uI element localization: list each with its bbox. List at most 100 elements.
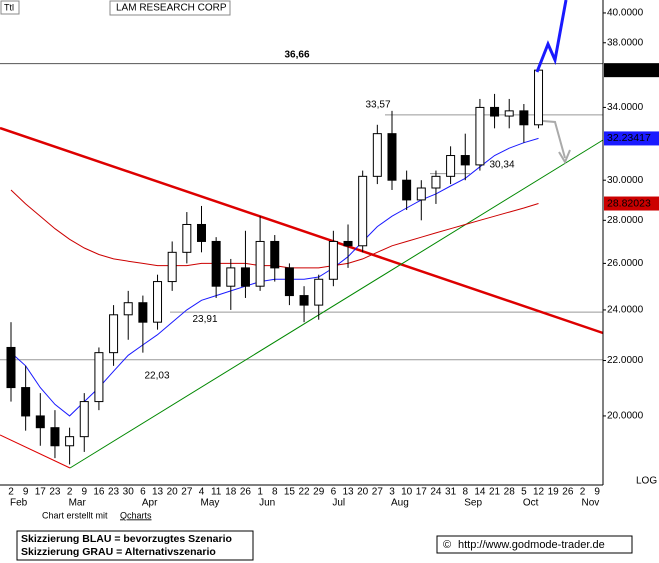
x-tick-label: 11: [211, 487, 222, 498]
month-label: Mar: [69, 498, 87, 509]
candle-body: [35, 415, 45, 429]
copyright-symbol: ©: [443, 539, 451, 551]
price-label: 32.23417: [607, 132, 651, 144]
candle-body: [65, 436, 75, 447]
x-tick-label: 2: [67, 487, 73, 498]
candle-body: [446, 155, 456, 177]
month-label: May: [200, 498, 219, 509]
x-tick-label: 2: [8, 487, 14, 498]
candle-body: [211, 240, 221, 287]
candle-body: [343, 240, 353, 247]
icon-text: Ttl: [4, 2, 14, 12]
x-tick-label: 14: [474, 487, 486, 498]
x-tick-label: 19: [548, 487, 560, 498]
x-tick-label: 2: [580, 487, 586, 498]
x-tick-label: 21: [489, 487, 501, 498]
candle-body: [284, 267, 294, 297]
price-label: 36.2508: [607, 64, 645, 76]
candle-body: [167, 251, 177, 283]
candle-body: [226, 267, 236, 287]
title-box: [109, 0, 231, 16]
x-tick-label: 23: [108, 487, 120, 498]
price-box: [604, 63, 659, 78]
x-tick-label: 3: [389, 487, 395, 498]
candle-body: [6, 346, 16, 389]
candle-body: [372, 133, 382, 177]
month-label: Feb: [10, 498, 28, 509]
candle-body: [358, 175, 368, 247]
level-label: 22,03: [144, 370, 169, 381]
candle-body: [460, 155, 470, 166]
candle-body: [402, 179, 412, 201]
level-label: 23,91: [192, 314, 217, 325]
month-label: Sep: [464, 498, 482, 509]
candle-body: [21, 387, 31, 417]
x-tick-label: 6: [140, 487, 146, 498]
x-tick-label: 1: [257, 487, 263, 498]
x-tick-label: 28: [504, 487, 516, 498]
y-tick-label: 38.0000: [607, 37, 644, 48]
x-tick-label: 16: [93, 487, 105, 498]
price-label: 28.82023: [607, 197, 651, 209]
legend-text: Skizzierung BLAU = bevorzugtes Szenario: [21, 533, 232, 545]
level-label: 30,34: [489, 159, 514, 170]
candle-body: [94, 352, 104, 403]
price-box: [604, 131, 659, 146]
x-tick-label: 8: [462, 487, 468, 498]
x-tick-label: 13: [152, 487, 164, 498]
x-tick-label: 9: [594, 487, 600, 498]
price-box: [604, 196, 659, 211]
x-tick-label: 30: [123, 487, 135, 498]
x-tick-label: 8: [272, 487, 278, 498]
x-tick-label: 13: [342, 487, 354, 498]
x-tick-label: 31: [445, 487, 457, 498]
copyright-box: [436, 535, 633, 554]
candle-body: [299, 295, 309, 306]
month-label: Jun: [259, 498, 275, 509]
month-label: Aug: [391, 498, 409, 509]
credit-link[interactable]: Qcharts: [120, 510, 152, 520]
candle-body: [50, 427, 60, 447]
month-label: Apr: [142, 498, 158, 509]
x-tick-label: 27: [372, 487, 384, 498]
x-tick-label: 26: [240, 487, 252, 498]
candle-body: [109, 314, 119, 354]
candle-body: [534, 69, 544, 126]
arrow-head: [558, 149, 571, 165]
trend-line: [0, 126, 604, 335]
candle-body: [138, 302, 148, 323]
y-tick-label: 30.0000: [607, 175, 644, 186]
plot: [0, 69, 604, 469]
x-tick-label: 12: [533, 487, 545, 498]
trend-line: [69, 139, 604, 469]
x-tick-label: 24: [430, 487, 442, 498]
x-tick-label: 23: [49, 487, 61, 498]
candle-body: [196, 223, 206, 242]
scenario-arrow: [535, 0, 568, 73]
candle-body: [255, 240, 265, 287]
icon-box: [0, 0, 20, 15]
x-tick-label: 10: [401, 487, 413, 498]
y-tick-label: 26.0000: [607, 258, 644, 269]
level-label: 36,66: [284, 49, 309, 60]
month-label: Jul: [332, 498, 345, 509]
month-label: Oct: [523, 498, 539, 509]
candle-body: [490, 106, 500, 117]
y-tick-label: 28.0000: [607, 215, 644, 226]
copyright[interactable]: http://www.godmode-trader.de: [458, 539, 605, 551]
candle-body: [519, 110, 529, 126]
y-tick-label: 22.0000: [607, 355, 644, 366]
credit: Chart erstellt mit: [42, 510, 108, 520]
x-tick-label: 22: [299, 487, 311, 498]
candle-body: [416, 187, 426, 201]
x-tick-label: 18: [225, 487, 237, 498]
candle-body: [387, 133, 397, 181]
x-tick-label: 29: [313, 487, 325, 498]
axis-label: LOG: [636, 476, 657, 487]
legend-text: Skizzierung GRAU = Alternativszenario: [21, 546, 216, 558]
scenario-arrow: [542, 120, 566, 159]
candle-body: [182, 223, 192, 253]
x-tick-label: 20: [357, 487, 369, 498]
